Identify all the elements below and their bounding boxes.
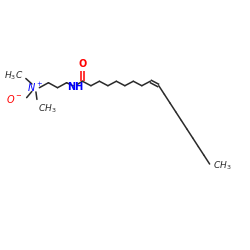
Text: $CH_3$: $CH_3$	[213, 160, 231, 172]
Text: $H_3C$: $H_3C$	[4, 69, 23, 82]
Text: NH: NH	[67, 82, 83, 92]
Text: $CH_3$: $CH_3$	[38, 102, 56, 115]
Text: O: O	[78, 59, 86, 69]
Text: $N^+$: $N^+$	[27, 81, 44, 94]
Text: $O^-$: $O^-$	[6, 93, 23, 105]
